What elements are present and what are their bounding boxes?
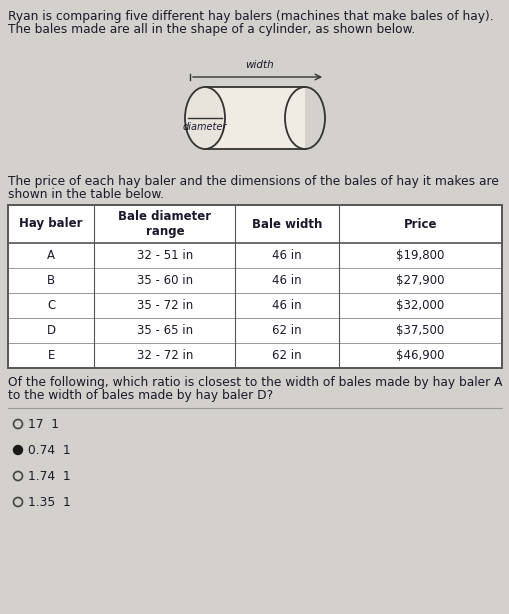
Text: 62 in: 62 in xyxy=(272,349,301,362)
Text: 35 - 65 in: 35 - 65 in xyxy=(136,324,192,337)
Text: Price: Price xyxy=(403,217,436,230)
Text: $27,900: $27,900 xyxy=(395,274,444,287)
Text: D: D xyxy=(46,324,55,337)
Text: 32 - 72 in: 32 - 72 in xyxy=(136,349,192,362)
Text: 17  1: 17 1 xyxy=(28,418,59,430)
Text: $32,000: $32,000 xyxy=(395,299,444,312)
Text: 32 - 51 in: 32 - 51 in xyxy=(136,249,192,262)
Text: 1.35  1: 1.35 1 xyxy=(28,495,71,508)
Text: The price of each hay baler and the dimensions of the bales of hay it makes are: The price of each hay baler and the dime… xyxy=(8,175,498,188)
Text: Ryan is comparing five different hay balers (machines that make bales of hay).: Ryan is comparing five different hay bal… xyxy=(8,10,493,23)
Ellipse shape xyxy=(185,87,224,149)
Text: Hay baler: Hay baler xyxy=(19,217,83,230)
Polygon shape xyxy=(205,87,304,149)
Text: 46 in: 46 in xyxy=(272,274,301,287)
Text: C: C xyxy=(47,299,55,312)
Text: Bale diameter: Bale diameter xyxy=(118,211,211,223)
Circle shape xyxy=(13,446,22,454)
Text: range: range xyxy=(145,225,184,238)
Text: width: width xyxy=(245,60,274,70)
Bar xyxy=(8,205,501,368)
Text: 46 in: 46 in xyxy=(272,249,301,262)
Text: 1.74  1: 1.74 1 xyxy=(28,470,70,483)
Text: 35 - 60 in: 35 - 60 in xyxy=(136,274,192,287)
Text: $46,900: $46,900 xyxy=(395,349,444,362)
Text: $37,500: $37,500 xyxy=(395,324,444,337)
Text: $19,800: $19,800 xyxy=(395,249,444,262)
Text: The bales made are all in the shape of a cylinder, as shown below.: The bales made are all in the shape of a… xyxy=(8,23,414,36)
Text: shown in the table below.: shown in the table below. xyxy=(8,188,164,201)
Text: 46 in: 46 in xyxy=(272,299,301,312)
Text: 0.74  1: 0.74 1 xyxy=(28,443,70,456)
Text: 35 - 72 in: 35 - 72 in xyxy=(136,299,192,312)
Text: diameter: diameter xyxy=(182,122,227,132)
Text: Bale width: Bale width xyxy=(251,217,322,230)
Text: E: E xyxy=(47,349,55,362)
Text: Of the following, which ratio is closest to the width of bales made by hay baler: Of the following, which ratio is closest… xyxy=(8,376,501,389)
Text: to the width of bales made by hay baler D?: to the width of bales made by hay baler … xyxy=(8,389,273,402)
Text: 62 in: 62 in xyxy=(272,324,301,337)
Text: B: B xyxy=(47,274,55,287)
Text: A: A xyxy=(47,249,55,262)
